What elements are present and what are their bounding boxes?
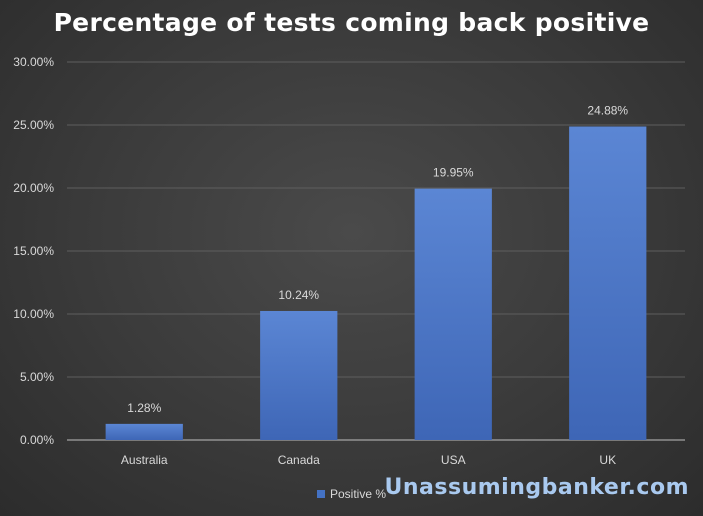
- y-tick-label: 10.00%: [13, 307, 54, 321]
- y-tick-label: 20.00%: [13, 181, 54, 195]
- watermark: Unassumingbanker.com: [384, 475, 689, 500]
- y-tick-label: 25.00%: [13, 118, 54, 132]
- data-label: 19.95%: [433, 166, 474, 180]
- x-tick-label: USA: [441, 453, 466, 467]
- legend-label: Positive %: [330, 487, 387, 501]
- bar-australia: [105, 423, 183, 440]
- x-tick-label: Canada: [278, 453, 320, 467]
- chart-title: Percentage of tests coming back positive: [53, 8, 650, 37]
- y-tick-label: 30.00%: [13, 55, 54, 69]
- y-tick-label: 5.00%: [20, 370, 54, 384]
- bar-canada: [260, 310, 338, 440]
- x-tick-label: Australia: [121, 453, 168, 467]
- y-tick-label: 15.00%: [13, 244, 54, 258]
- legend-swatch: [317, 490, 325, 498]
- bar-usa: [414, 188, 492, 440]
- data-label: 1.28%: [127, 401, 161, 415]
- bar-uk: [569, 126, 647, 441]
- x-tick-label: UK: [599, 453, 616, 467]
- data-label: 24.88%: [587, 104, 628, 118]
- chart-legend: Positive %: [317, 486, 386, 502]
- y-tick-label: 0.00%: [20, 433, 54, 447]
- data-label: 10.24%: [278, 288, 319, 302]
